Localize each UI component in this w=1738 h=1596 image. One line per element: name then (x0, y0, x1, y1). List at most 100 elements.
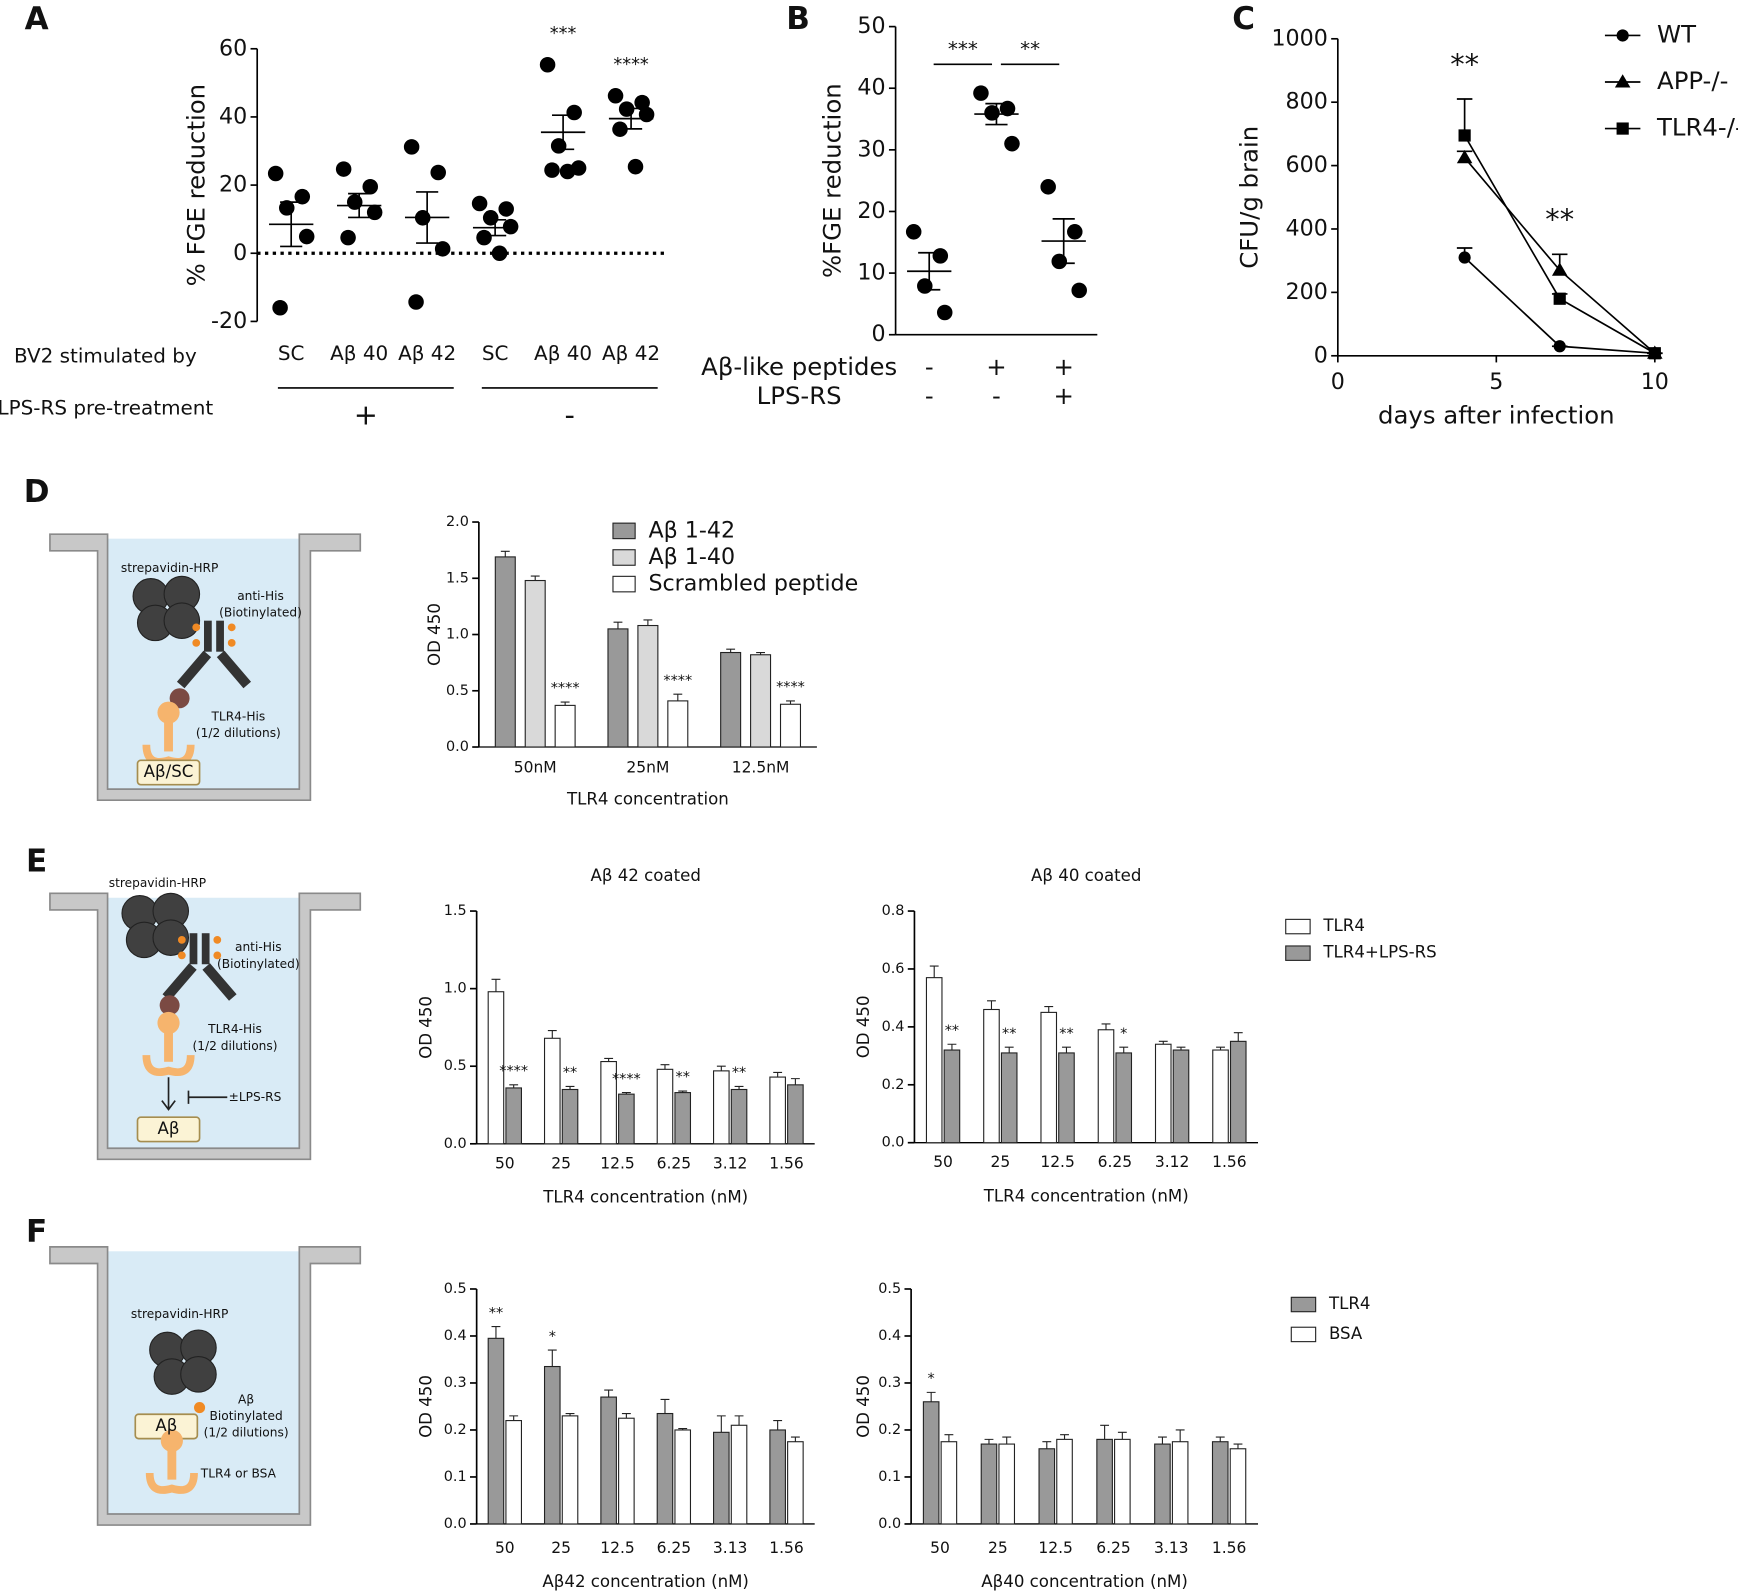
data-point (340, 229, 356, 246)
annotation: **** (551, 681, 580, 697)
error-bar (491, 978, 501, 992)
bar (713, 1070, 730, 1145)
x-axis-label: days after infection (1378, 401, 1615, 430)
x-tick-label: 10 (1641, 369, 1669, 395)
bar (1172, 1049, 1190, 1144)
bar (1154, 1443, 1171, 1525)
y-tick-label: 1.0 (444, 981, 467, 997)
bar (618, 1417, 635, 1525)
error-bar (1002, 1436, 1012, 1445)
annotation: * (1120, 1026, 1127, 1042)
antibody-chain (216, 620, 224, 652)
his-tag (159, 995, 180, 1016)
inhibit (187, 1090, 228, 1104)
x-tick-label: 25 (551, 1539, 571, 1557)
data-point (1040, 179, 1056, 195)
well (49, 1246, 362, 1526)
x-tick-label: 50 (933, 1153, 953, 1171)
coat-box (136, 759, 201, 786)
annotation: * (549, 1329, 556, 1345)
x-tick-label: 1.56 (769, 1154, 804, 1172)
x-tick-label: 3.12 (1155, 1153, 1190, 1171)
y-tick-label: 0 (1314, 342, 1328, 368)
y-tick-label: 1.0 (446, 627, 469, 643)
error-bar (734, 1085, 744, 1090)
strepavidin (180, 1356, 217, 1393)
y-axis-label: OD 450 (416, 1375, 435, 1438)
y-tick-label: 0.8 (882, 903, 905, 919)
series-line (1463, 135, 1656, 354)
x-tick-label: 0 (1331, 369, 1345, 395)
bar (487, 1337, 505, 1525)
bar (674, 1092, 692, 1145)
x-tick-label: 25 (990, 1153, 1010, 1171)
x-tick-label: 1.56 (1212, 1539, 1247, 1557)
error-bar (1044, 1006, 1054, 1013)
error-bar (678, 1090, 688, 1093)
bar (730, 1088, 748, 1145)
error-bar (1117, 1431, 1127, 1440)
error-bar (944, 1434, 954, 1442)
error-bar (716, 1415, 726, 1433)
x-axis-label: Aβ40 concentration (nM) (981, 1572, 1188, 1591)
strepavidin (163, 602, 201, 639)
y-tick-label: 0.1 (878, 1469, 901, 1485)
marker (1553, 340, 1566, 353)
biotin (213, 935, 222, 944)
y-tick-label: 50 (857, 13, 885, 39)
bar (713, 1431, 730, 1525)
y-axis-label: OD 450 (416, 996, 435, 1059)
y-tick-label: 1000 (1271, 25, 1327, 51)
bar (1229, 1448, 1247, 1525)
error-bar (1176, 1046, 1186, 1051)
error-bar (947, 1043, 957, 1051)
legend-label: TLR4-/- (1656, 113, 1738, 142)
annotation: ** (489, 1305, 503, 1321)
y-tick-label: 0.2 (444, 1422, 467, 1438)
well (49, 533, 362, 802)
y-tick-label: 10 (857, 260, 885, 286)
strepavidin (152, 919, 190, 956)
error-bar (1216, 1046, 1225, 1051)
x-tick-label: Aβ 42 (602, 341, 660, 365)
biotin (192, 623, 201, 632)
x-axis-label: TLR4 concentration (nM) (983, 1187, 1189, 1206)
legend-swatch (1290, 1296, 1317, 1313)
bar (925, 977, 943, 1144)
bar (940, 1441, 958, 1525)
y-tick-label: 0.5 (878, 1281, 901, 1297)
diagram-text: ±LPS-RS (229, 1090, 282, 1104)
error-bar (547, 1029, 557, 1039)
panel-label: C (1232, 1, 1255, 37)
x-tick-label: 12.5 (600, 1154, 635, 1172)
y-axis-label: % FGE reduction (181, 84, 210, 286)
diagram-text: TLR4-His (207, 1022, 262, 1036)
bar (1097, 1029, 1115, 1144)
x-axis-label: TLR4 concentration (nM) (542, 1188, 748, 1207)
y-tick-label: 0.3 (444, 1375, 467, 1391)
y-tick-label: 0.6 (882, 961, 905, 977)
biotin (227, 623, 236, 632)
data-point (346, 194, 363, 210)
error-bar (280, 201, 303, 248)
y-axis-label: OD 450 (425, 603, 444, 666)
bar (618, 1093, 635, 1145)
bar (1000, 1052, 1018, 1144)
y-tick-label: 1.5 (444, 903, 467, 919)
data-point (550, 138, 567, 154)
data-point (482, 210, 499, 226)
tlr4-stem (164, 1028, 173, 1062)
x-tick-label: Aβ 40 (534, 341, 592, 365)
bar (543, 1365, 561, 1525)
data-point (973, 85, 989, 101)
data-point (476, 229, 492, 246)
bar (769, 1429, 786, 1525)
error-bar (1052, 218, 1075, 265)
diagram-text: (1/2 dilutions) (193, 1039, 278, 1053)
annotation: **** (612, 1071, 641, 1087)
legend-swatch (1290, 1326, 1317, 1343)
antibody-arms (176, 650, 252, 689)
error-bar (926, 1391, 936, 1402)
y-tick-label: 1.5 (446, 570, 469, 586)
x-tick-label: 1.56 (1212, 1153, 1247, 1171)
